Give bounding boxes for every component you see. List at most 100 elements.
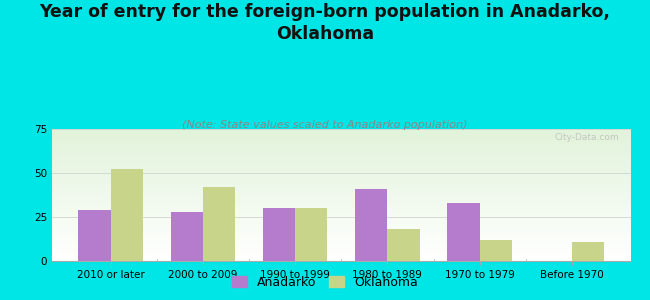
Bar xyxy=(52,256,630,257)
Bar xyxy=(52,216,630,218)
Bar xyxy=(52,199,630,200)
Bar xyxy=(52,235,630,236)
Bar xyxy=(52,161,630,162)
Bar xyxy=(52,258,630,260)
Bar xyxy=(52,214,630,215)
Bar xyxy=(52,145,630,146)
Bar xyxy=(52,176,630,178)
Bar xyxy=(52,175,630,176)
Bar xyxy=(52,140,630,141)
Bar xyxy=(52,242,630,244)
Bar xyxy=(52,248,630,249)
Bar xyxy=(52,146,630,148)
Bar xyxy=(52,155,630,157)
Bar xyxy=(52,182,630,183)
Bar xyxy=(52,212,630,214)
Bar xyxy=(52,218,630,219)
Bar xyxy=(52,167,630,169)
Bar xyxy=(52,238,630,240)
Bar xyxy=(52,241,630,242)
Bar xyxy=(52,174,630,175)
Bar xyxy=(203,187,235,261)
Text: Year of entry for the foreign-born population in Anadarko,
Oklahoma: Year of entry for the foreign-born popul… xyxy=(40,3,610,43)
Bar xyxy=(52,206,630,207)
Bar xyxy=(52,134,630,136)
Bar xyxy=(52,224,630,225)
Bar xyxy=(52,236,630,237)
Bar xyxy=(52,203,630,204)
Bar xyxy=(52,231,630,232)
Bar xyxy=(52,171,630,172)
Bar xyxy=(52,207,630,208)
Bar xyxy=(572,242,604,261)
Bar xyxy=(52,249,630,250)
Bar xyxy=(52,132,630,133)
Bar xyxy=(52,250,630,252)
Bar xyxy=(52,148,630,149)
Bar xyxy=(52,138,630,140)
Bar xyxy=(52,228,630,229)
Bar xyxy=(52,179,630,181)
Bar xyxy=(78,210,111,261)
Bar xyxy=(52,143,630,145)
Bar xyxy=(52,257,630,258)
Bar xyxy=(52,219,630,220)
Bar xyxy=(52,130,630,132)
Bar xyxy=(52,221,630,223)
Bar xyxy=(480,240,512,261)
Bar xyxy=(52,195,630,196)
Bar xyxy=(52,141,630,142)
Bar xyxy=(52,163,630,165)
Bar xyxy=(52,198,630,199)
Bar xyxy=(52,153,630,154)
Bar xyxy=(52,187,630,188)
Bar xyxy=(52,254,630,256)
Bar xyxy=(52,200,630,202)
Bar xyxy=(170,212,203,261)
Bar xyxy=(111,169,143,261)
Bar xyxy=(52,162,630,163)
Bar xyxy=(52,227,630,228)
Bar xyxy=(52,202,630,203)
Bar xyxy=(52,247,630,248)
Bar xyxy=(52,237,630,238)
Bar xyxy=(263,208,295,261)
Bar xyxy=(355,189,387,261)
Bar xyxy=(52,233,630,235)
Bar xyxy=(52,133,630,134)
Bar xyxy=(52,186,630,187)
Bar xyxy=(52,184,630,186)
Bar xyxy=(52,225,630,227)
Bar xyxy=(52,142,630,143)
Bar xyxy=(52,178,630,179)
Bar xyxy=(52,158,630,159)
Bar xyxy=(447,203,480,261)
Bar xyxy=(52,244,630,245)
Bar xyxy=(52,215,630,216)
Bar xyxy=(52,253,630,254)
Bar xyxy=(52,159,630,161)
Bar xyxy=(52,150,630,152)
Bar xyxy=(52,172,630,174)
Bar xyxy=(52,194,630,195)
Bar xyxy=(52,232,630,233)
Bar xyxy=(52,170,630,171)
Bar xyxy=(52,188,630,190)
Bar xyxy=(295,208,328,261)
Bar xyxy=(52,157,630,158)
Bar xyxy=(52,229,630,231)
Bar xyxy=(52,181,630,182)
Bar xyxy=(387,229,420,261)
Bar xyxy=(52,192,630,194)
Bar xyxy=(52,223,630,224)
Bar xyxy=(52,190,630,191)
Bar xyxy=(52,152,630,153)
Bar xyxy=(52,196,630,198)
Text: (Note: State values scaled to Anadarko population): (Note: State values scaled to Anadarko p… xyxy=(182,120,468,130)
Bar xyxy=(52,211,630,212)
Bar xyxy=(52,252,630,253)
Legend: Anadarko, Oklahoma: Anadarko, Oklahoma xyxy=(227,271,422,294)
Bar xyxy=(52,154,630,155)
Bar xyxy=(52,208,630,209)
Bar xyxy=(52,149,630,150)
